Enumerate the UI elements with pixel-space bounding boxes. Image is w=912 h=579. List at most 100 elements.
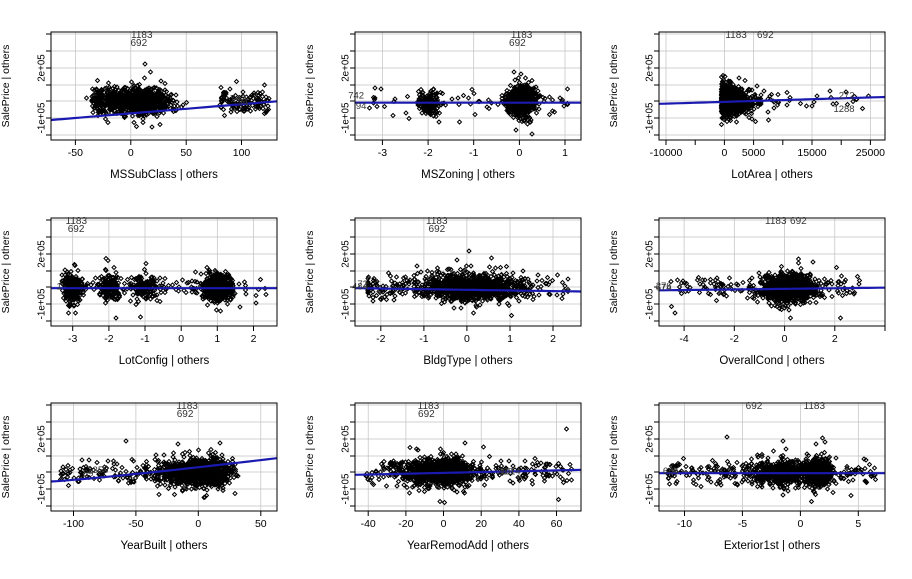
svg-text:25000: 25000	[856, 147, 885, 159]
svg-text:692: 692	[509, 38, 526, 49]
svg-text:YearRemodAdd | others: YearRemodAdd | others	[407, 540, 529, 552]
svg-text:SalePrice | others: SalePrice | others	[608, 416, 620, 499]
svg-text:-1e+05: -1e+05	[341, 473, 352, 504]
svg-text:-1e+05: -1e+05	[341, 288, 352, 319]
svg-text:-2: -2	[376, 333, 385, 345]
svg-text:50: 50	[255, 518, 267, 530]
svg-text:-4: -4	[679, 333, 688, 345]
svg-text:692: 692	[746, 401, 763, 412]
svg-text:692: 692	[429, 224, 446, 235]
svg-text:YearBuilt | others: YearBuilt | others	[121, 540, 208, 552]
svg-text:20: 20	[475, 518, 487, 530]
svg-text:SalePrice | others: SalePrice | others	[0, 45, 12, 128]
svg-text:1: 1	[562, 147, 568, 159]
svg-text:2: 2	[550, 333, 556, 345]
svg-text:484: 484	[352, 282, 368, 293]
svg-text:-2: -2	[104, 333, 113, 345]
svg-text:1288: 1288	[833, 104, 854, 115]
svg-text:-1e+05: -1e+05	[341, 102, 352, 133]
svg-text:-1: -1	[469, 147, 478, 159]
svg-text:Exterior1st | others: Exterior1st | others	[724, 540, 821, 552]
svg-text:-2: -2	[423, 147, 432, 159]
svg-text:5000: 5000	[742, 147, 766, 159]
svg-text:692: 692	[790, 216, 807, 227]
svg-text:5: 5	[855, 518, 861, 530]
svg-text:OverallCond | others: OverallCond | others	[719, 355, 825, 367]
svg-text:2e+05: 2e+05	[37, 240, 48, 268]
svg-text:LotConfig | others: LotConfig | others	[119, 355, 210, 367]
svg-text:692: 692	[177, 409, 194, 420]
svg-text:-50: -50	[68, 147, 83, 159]
svg-text:742: 742	[230, 94, 246, 105]
svg-text:-1: -1	[140, 333, 149, 345]
svg-text:1350: 1350	[87, 465, 108, 476]
svg-text:SalePrice | others: SalePrice | others	[304, 45, 316, 128]
svg-text:2e+05: 2e+05	[645, 240, 656, 268]
svg-text:SalePrice | others: SalePrice | others	[608, 231, 620, 314]
svg-text:15000: 15000	[797, 147, 826, 159]
svg-text:-1e+05: -1e+05	[37, 102, 48, 133]
svg-text:1: 1	[507, 333, 513, 345]
svg-text:1183: 1183	[804, 401, 826, 412]
svg-text:0: 0	[782, 333, 788, 345]
svg-text:692: 692	[68, 224, 85, 235]
svg-text:0: 0	[128, 147, 134, 159]
svg-text:LotArea | others: LotArea | others	[731, 169, 813, 181]
svg-text:272: 272	[839, 90, 855, 101]
svg-text:1: 1	[57, 281, 62, 292]
svg-text:0: 0	[516, 147, 522, 159]
svg-text:94: 94	[356, 101, 367, 112]
svg-text:2e+05: 2e+05	[37, 54, 48, 82]
svg-text:SalePrice | others: SalePrice | others	[304, 231, 316, 314]
svg-text:692: 692	[130, 38, 147, 49]
svg-text:60: 60	[551, 518, 563, 530]
svg-text:0: 0	[721, 147, 727, 159]
svg-text:1183: 1183	[725, 30, 747, 41]
svg-text:-1: -1	[419, 333, 428, 345]
svg-text:684: 684	[663, 466, 679, 477]
svg-text:-1e+05: -1e+05	[37, 473, 48, 504]
svg-text:2e+05: 2e+05	[341, 240, 352, 268]
svg-text:MSSubClass | others: MSSubClass | others	[110, 169, 218, 181]
svg-text:1014: 1014	[500, 466, 521, 477]
svg-text:-1e+05: -1e+05	[645, 102, 656, 133]
svg-text:2: 2	[832, 333, 838, 345]
svg-text:-1e+05: -1e+05	[645, 288, 656, 319]
svg-text:692: 692	[418, 409, 435, 420]
svg-text:-10: -10	[677, 518, 692, 530]
svg-text:674: 674	[656, 283, 672, 294]
svg-text:0: 0	[178, 333, 184, 345]
svg-text:-50: -50	[128, 518, 143, 530]
svg-text:SalePrice | others: SalePrice | others	[0, 416, 12, 499]
svg-text:2e+05: 2e+05	[645, 425, 656, 453]
svg-text:-3: -3	[68, 333, 77, 345]
svg-text:MSZoning | others: MSZoning | others	[421, 169, 515, 181]
svg-text:40: 40	[513, 518, 525, 530]
svg-text:-40: -40	[361, 518, 376, 530]
svg-text:-1e+05: -1e+05	[645, 473, 656, 504]
svg-text:-100: -100	[63, 518, 84, 530]
svg-text:0: 0	[464, 333, 470, 345]
svg-text:BldgType | others: BldgType | others	[423, 355, 513, 367]
svg-text:-10000: -10000	[650, 147, 683, 159]
svg-text:2: 2	[251, 333, 257, 345]
svg-text:-5: -5	[738, 518, 747, 530]
svg-text:0: 0	[195, 518, 201, 530]
svg-text:-1e+05: -1e+05	[37, 288, 48, 319]
svg-text:1183: 1183	[765, 216, 787, 227]
svg-text:0: 0	[797, 518, 803, 530]
svg-text:1: 1	[214, 333, 220, 345]
svg-text:-2: -2	[730, 333, 739, 345]
svg-text:SalePrice | others: SalePrice | others	[0, 231, 12, 314]
svg-text:SalePrice | others: SalePrice | others	[608, 45, 620, 128]
svg-text:2e+05: 2e+05	[37, 425, 48, 453]
svg-text:50: 50	[180, 147, 192, 159]
svg-text:-20: -20	[398, 518, 413, 530]
svg-text:2e+05: 2e+05	[341, 54, 352, 82]
svg-text:2e+05: 2e+05	[645, 54, 656, 82]
svg-text:692: 692	[757, 30, 774, 41]
svg-text:SalePrice | others: SalePrice | others	[304, 416, 316, 499]
svg-text:2e+05: 2e+05	[341, 425, 352, 453]
svg-text:742: 742	[348, 90, 364, 101]
svg-text:100: 100	[233, 147, 251, 159]
